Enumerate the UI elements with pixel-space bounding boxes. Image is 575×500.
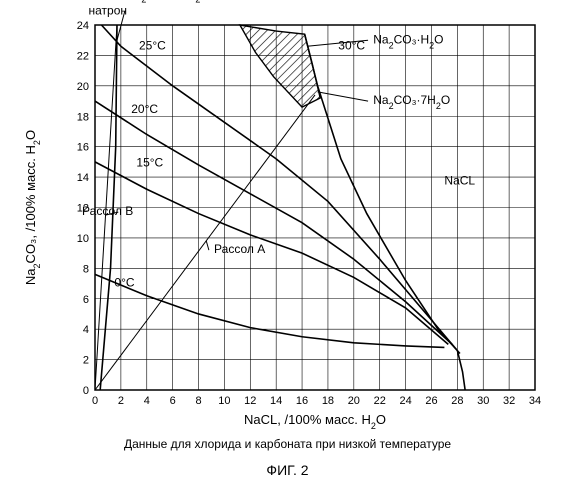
y-tick-label: 20 [77,81,89,93]
x-tick-label: 10 [218,395,230,407]
annotation-label: натрон [89,3,128,17]
x-tick-label: 34 [529,395,541,407]
hatched-region [240,25,320,107]
x-tick-label: 22 [374,395,386,407]
isotherm-curve [95,101,452,344]
x-tick-label: 28 [451,395,463,407]
x-tick-label: 0 [92,395,98,407]
y-tick-label: 22 [77,50,89,62]
y-tick-label: 24 [77,20,89,32]
annotation-pointer [206,241,209,250]
brine-a-line [95,95,315,390]
x-tick-label: 26 [425,395,437,407]
y-tick-label: 10 [77,233,89,245]
isotherm-label: 0°C [114,276,134,290]
isotherm-curve [95,274,444,347]
x-tick-label: 16 [296,395,308,407]
x-tick-label: 12 [244,395,256,407]
annotation-label: Na2CO₃·7H2O [373,93,450,111]
y-tick-label: 6 [83,294,89,306]
x-tick-label: 4 [144,395,150,407]
caption-text: Данные для хлорида и карбоната при низко… [124,437,451,451]
x-tick-label: 14 [270,395,282,407]
y-tick-label: 8 [83,263,89,275]
figure-label: ФИГ. 2 [266,462,308,478]
y-tick-label: 0 [83,385,89,397]
x-tick-label: 32 [503,395,515,407]
isotherm-curve [95,162,448,345]
y-tick-label: 18 [77,111,89,123]
annotation-label: Na2CO₃·H2O [373,32,443,50]
x-tick-label: 20 [348,395,360,407]
nacl-boundary [457,350,465,390]
isotherm-label: 25°C [139,38,166,52]
annotation-pointer [318,92,368,101]
x-tick-label: 18 [322,395,334,407]
x-axis-label: NaCL, /100% масс. H2O [244,412,386,431]
annotation-label: Рассол В [82,204,133,218]
x-tick-label: 6 [170,395,176,407]
phase-diagram-figure: 0246810121416182022242628303234024681012… [0,0,575,500]
y-axis-label: Na2CO₃, /100% масс. H2O [23,130,42,285]
x-tick-label: 2 [118,395,124,407]
x-tick-label: 24 [399,395,411,407]
isotherm-label: 15°C [136,155,163,169]
annotation-label: Na2CO₃·10H2O [126,0,210,5]
y-tick-label: 2 [83,355,89,367]
y-tick-label: 16 [77,142,89,154]
x-tick-label: 8 [195,395,201,407]
y-tick-label: 14 [77,172,89,184]
annotation-label: Рассол А [214,242,265,256]
annotation-label: NaCL [444,174,475,188]
isotherm-label: 20°C [131,102,158,116]
y-tick-label: 4 [83,324,89,336]
x-tick-label: 30 [477,395,489,407]
chart-svg: 0246810121416182022242628303234024681012… [0,0,575,500]
